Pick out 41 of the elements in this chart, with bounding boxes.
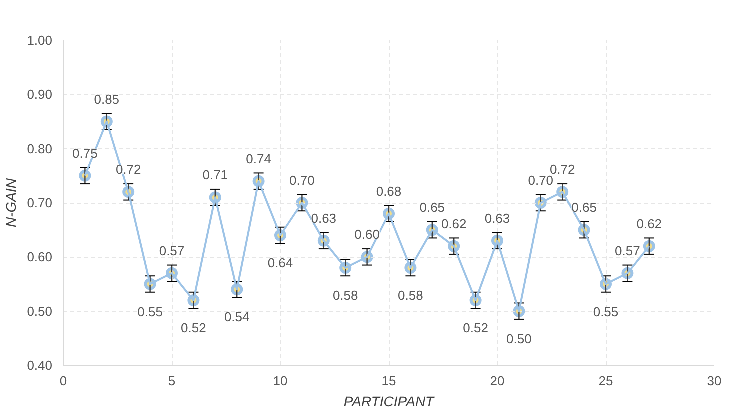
y-axis-title: N-GAIN: [3, 178, 20, 228]
data-label: 0.58: [398, 288, 424, 303]
data-label: 0.55: [138, 304, 163, 320]
data-label: 0.50: [506, 331, 532, 346]
data-label: 0.57: [159, 243, 185, 258]
data-label: 0.64: [268, 256, 294, 270]
data-label: 0.52: [181, 320, 206, 336]
data-label: 0.62: [441, 216, 467, 232]
data-label: 0.85: [94, 92, 120, 107]
data-label: 0.63: [484, 210, 510, 226]
data-label: 0.65: [572, 200, 597, 216]
y-tick-label: 0.80: [27, 141, 53, 156]
data-label: 0.57: [615, 243, 640, 258]
y-tick-label: 0.90: [27, 87, 53, 102]
data-label: 0.55: [593, 304, 619, 320]
y-tick-label: 0.40: [27, 358, 53, 373]
x-tick-label: 25: [598, 374, 614, 388]
data-label: 0.58: [332, 288, 358, 303]
data-label: 0.54: [224, 310, 250, 325]
x-tick-label: 10: [273, 374, 288, 388]
x-tick-label: 5: [168, 374, 176, 388]
y-tick-label: 0.70: [27, 196, 53, 210]
x-tick-label: 15: [382, 374, 396, 388]
x-tick-label: 0: [60, 374, 68, 388]
data-label: 0.70: [290, 173, 315, 188]
data-label: 0.72: [116, 162, 142, 178]
data-label: 0.68: [376, 184, 402, 199]
data-label: 0.65: [420, 200, 446, 216]
x-tick-label: 20: [490, 374, 505, 388]
y-tick-label: 0.60: [27, 250, 53, 265]
x-tick-label: 30: [707, 374, 722, 388]
y-tick-label: 1.00: [27, 33, 53, 48]
data-label: 0.75: [72, 146, 98, 161]
data-label: 0.52: [463, 320, 488, 336]
data-label: 0.60: [354, 227, 380, 242]
y-tick-label: 0.50: [27, 304, 53, 319]
data-label: 0.63: [311, 210, 337, 226]
data-label: 0.62: [636, 216, 662, 232]
data-label: 0.74: [246, 151, 272, 166]
data-label: 0.71: [202, 168, 228, 183]
x-axis-title: PARTICIPANT: [344, 394, 436, 410]
